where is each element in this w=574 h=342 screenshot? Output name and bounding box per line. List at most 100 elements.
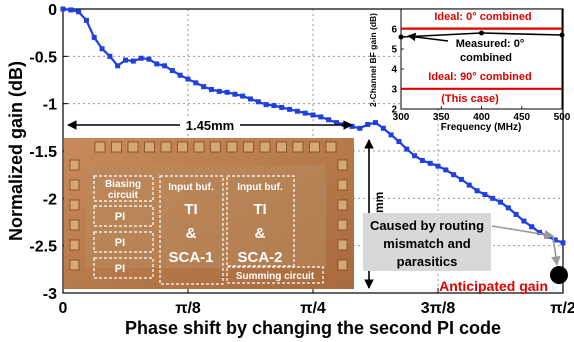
data-point — [232, 91, 238, 97]
data-point — [474, 188, 480, 194]
data-point — [294, 108, 300, 114]
data-point — [458, 176, 464, 182]
data-point — [380, 125, 386, 131]
y-tick-label: -3 — [43, 286, 57, 303]
biasing-block — [93, 175, 154, 202]
data-point — [482, 192, 488, 198]
anticipated-gain-label: Anticipated gain — [439, 278, 548, 294]
routing-annotation: Caused by routing mismatch and parasitic… — [363, 213, 561, 294]
sca-2-label: SCA-2 — [237, 249, 282, 266]
data-point — [560, 240, 566, 246]
pi-label-3: PI — [115, 263, 125, 275]
annotation-line-3: parasitics — [397, 254, 458, 269]
data-point — [404, 146, 410, 152]
inset-ticks: 300 350 400 450 500 2 3 4 5 6 — [391, 25, 570, 124]
data-point — [201, 84, 207, 90]
annotation-arrow-2 — [551, 235, 561, 266]
input-buf-1-label: Input buf. — [168, 182, 214, 193]
width-label-bg — [180, 117, 240, 133]
data-point — [169, 68, 175, 74]
bond-pad — [210, 141, 221, 153]
bond-pad — [243, 141, 254, 153]
amp-2-label: & — [255, 225, 266, 242]
data-point — [513, 211, 519, 217]
data-point — [271, 103, 277, 109]
die-photo: Biasing circuit PI PI PI Input buf. TI &… — [64, 117, 386, 289]
pi-block-1 — [93, 205, 154, 227]
inset-x-tick-label: 500 — [554, 112, 571, 123]
bond-pad — [259, 141, 271, 153]
series — [60, 6, 568, 285]
x-tick-label: 0 — [59, 300, 68, 317]
measured-point — [398, 34, 404, 40]
pi-block-3 — [93, 257, 154, 279]
y-tick-label: 0 — [48, 2, 57, 19]
measured-point — [479, 30, 484, 36]
data-point — [68, 7, 74, 13]
data-point — [91, 34, 97, 40]
y-tick-label: -2 — [43, 191, 57, 208]
inset-chart: 300 350 400 450 500 2 3 4 5 6 Frequency (MHz) 2-C… — [368, 8, 571, 133]
bond-pad — [337, 199, 348, 211]
inset-x-label: Frequency (MHz) — [441, 122, 522, 133]
y-axis-label: Normalized gain (dB) — [6, 61, 26, 241]
data-point — [318, 114, 324, 120]
data-point — [177, 72, 183, 78]
x-tick-label: π/8 — [175, 300, 201, 317]
core-area — [86, 165, 326, 268]
data-point — [138, 55, 144, 61]
inset-y-tick-label: 2 — [391, 105, 397, 116]
inset-frame — [400, 8, 563, 110]
biasing-label-1: Biasing — [105, 179, 141, 190]
bond-pad — [69, 199, 80, 211]
data-point — [497, 199, 503, 205]
bond-pad — [337, 159, 348, 171]
inset-x-tick-label: 450 — [513, 112, 530, 123]
bond-pad — [160, 141, 172, 153]
data-point — [162, 63, 168, 69]
data-point — [427, 160, 433, 166]
bond-pad — [292, 141, 304, 153]
data-point — [388, 132, 394, 138]
measured-label-1: Measured: 0° — [456, 38, 525, 50]
measured-label-2: combined — [460, 52, 512, 64]
bond-pad — [69, 219, 80, 231]
data-point — [247, 96, 253, 102]
data-point — [310, 112, 316, 118]
data-point — [60, 6, 66, 12]
data-point — [451, 172, 457, 178]
ti-sca-1-block — [159, 175, 224, 285]
data-point — [521, 218, 527, 224]
ideal-90-sublabel: (This case) — [441, 93, 499, 105]
bond-pad — [177, 141, 188, 153]
bond-pad — [69, 179, 80, 191]
data-point — [365, 121, 371, 127]
anticipated-gain-point — [550, 266, 568, 285]
bond-pad — [309, 141, 320, 153]
measured-arrow — [407, 32, 449, 42]
pi-label-1: PI — [115, 211, 125, 223]
annotation-box — [363, 213, 491, 271]
data-point — [279, 104, 285, 110]
bond-pad — [276, 141, 287, 153]
inset-x-tick-label: 400 — [473, 112, 490, 123]
data-point — [443, 167, 449, 173]
bond-pad — [193, 141, 205, 153]
data-point — [505, 205, 511, 211]
data-point — [490, 195, 496, 201]
bond-pad — [337, 259, 348, 271]
data-point — [154, 61, 160, 67]
x-tick-label: 3π/8 — [421, 300, 456, 317]
bond-pad — [69, 239, 80, 251]
y-tick-label: -2.5 — [29, 239, 57, 256]
inset-y-tick-label: 3 — [391, 85, 397, 96]
data-point — [224, 89, 230, 95]
bond-pad — [337, 239, 348, 251]
annotation-line-1: Caused by routing — [370, 218, 484, 233]
inset-lines — [398, 27, 565, 90]
width-label: 1.45mm — [186, 118, 234, 133]
bond-pad — [111, 141, 122, 153]
summing-block — [226, 266, 324, 284]
data-point — [216, 88, 222, 94]
y-tick-label: -1 — [43, 97, 57, 114]
